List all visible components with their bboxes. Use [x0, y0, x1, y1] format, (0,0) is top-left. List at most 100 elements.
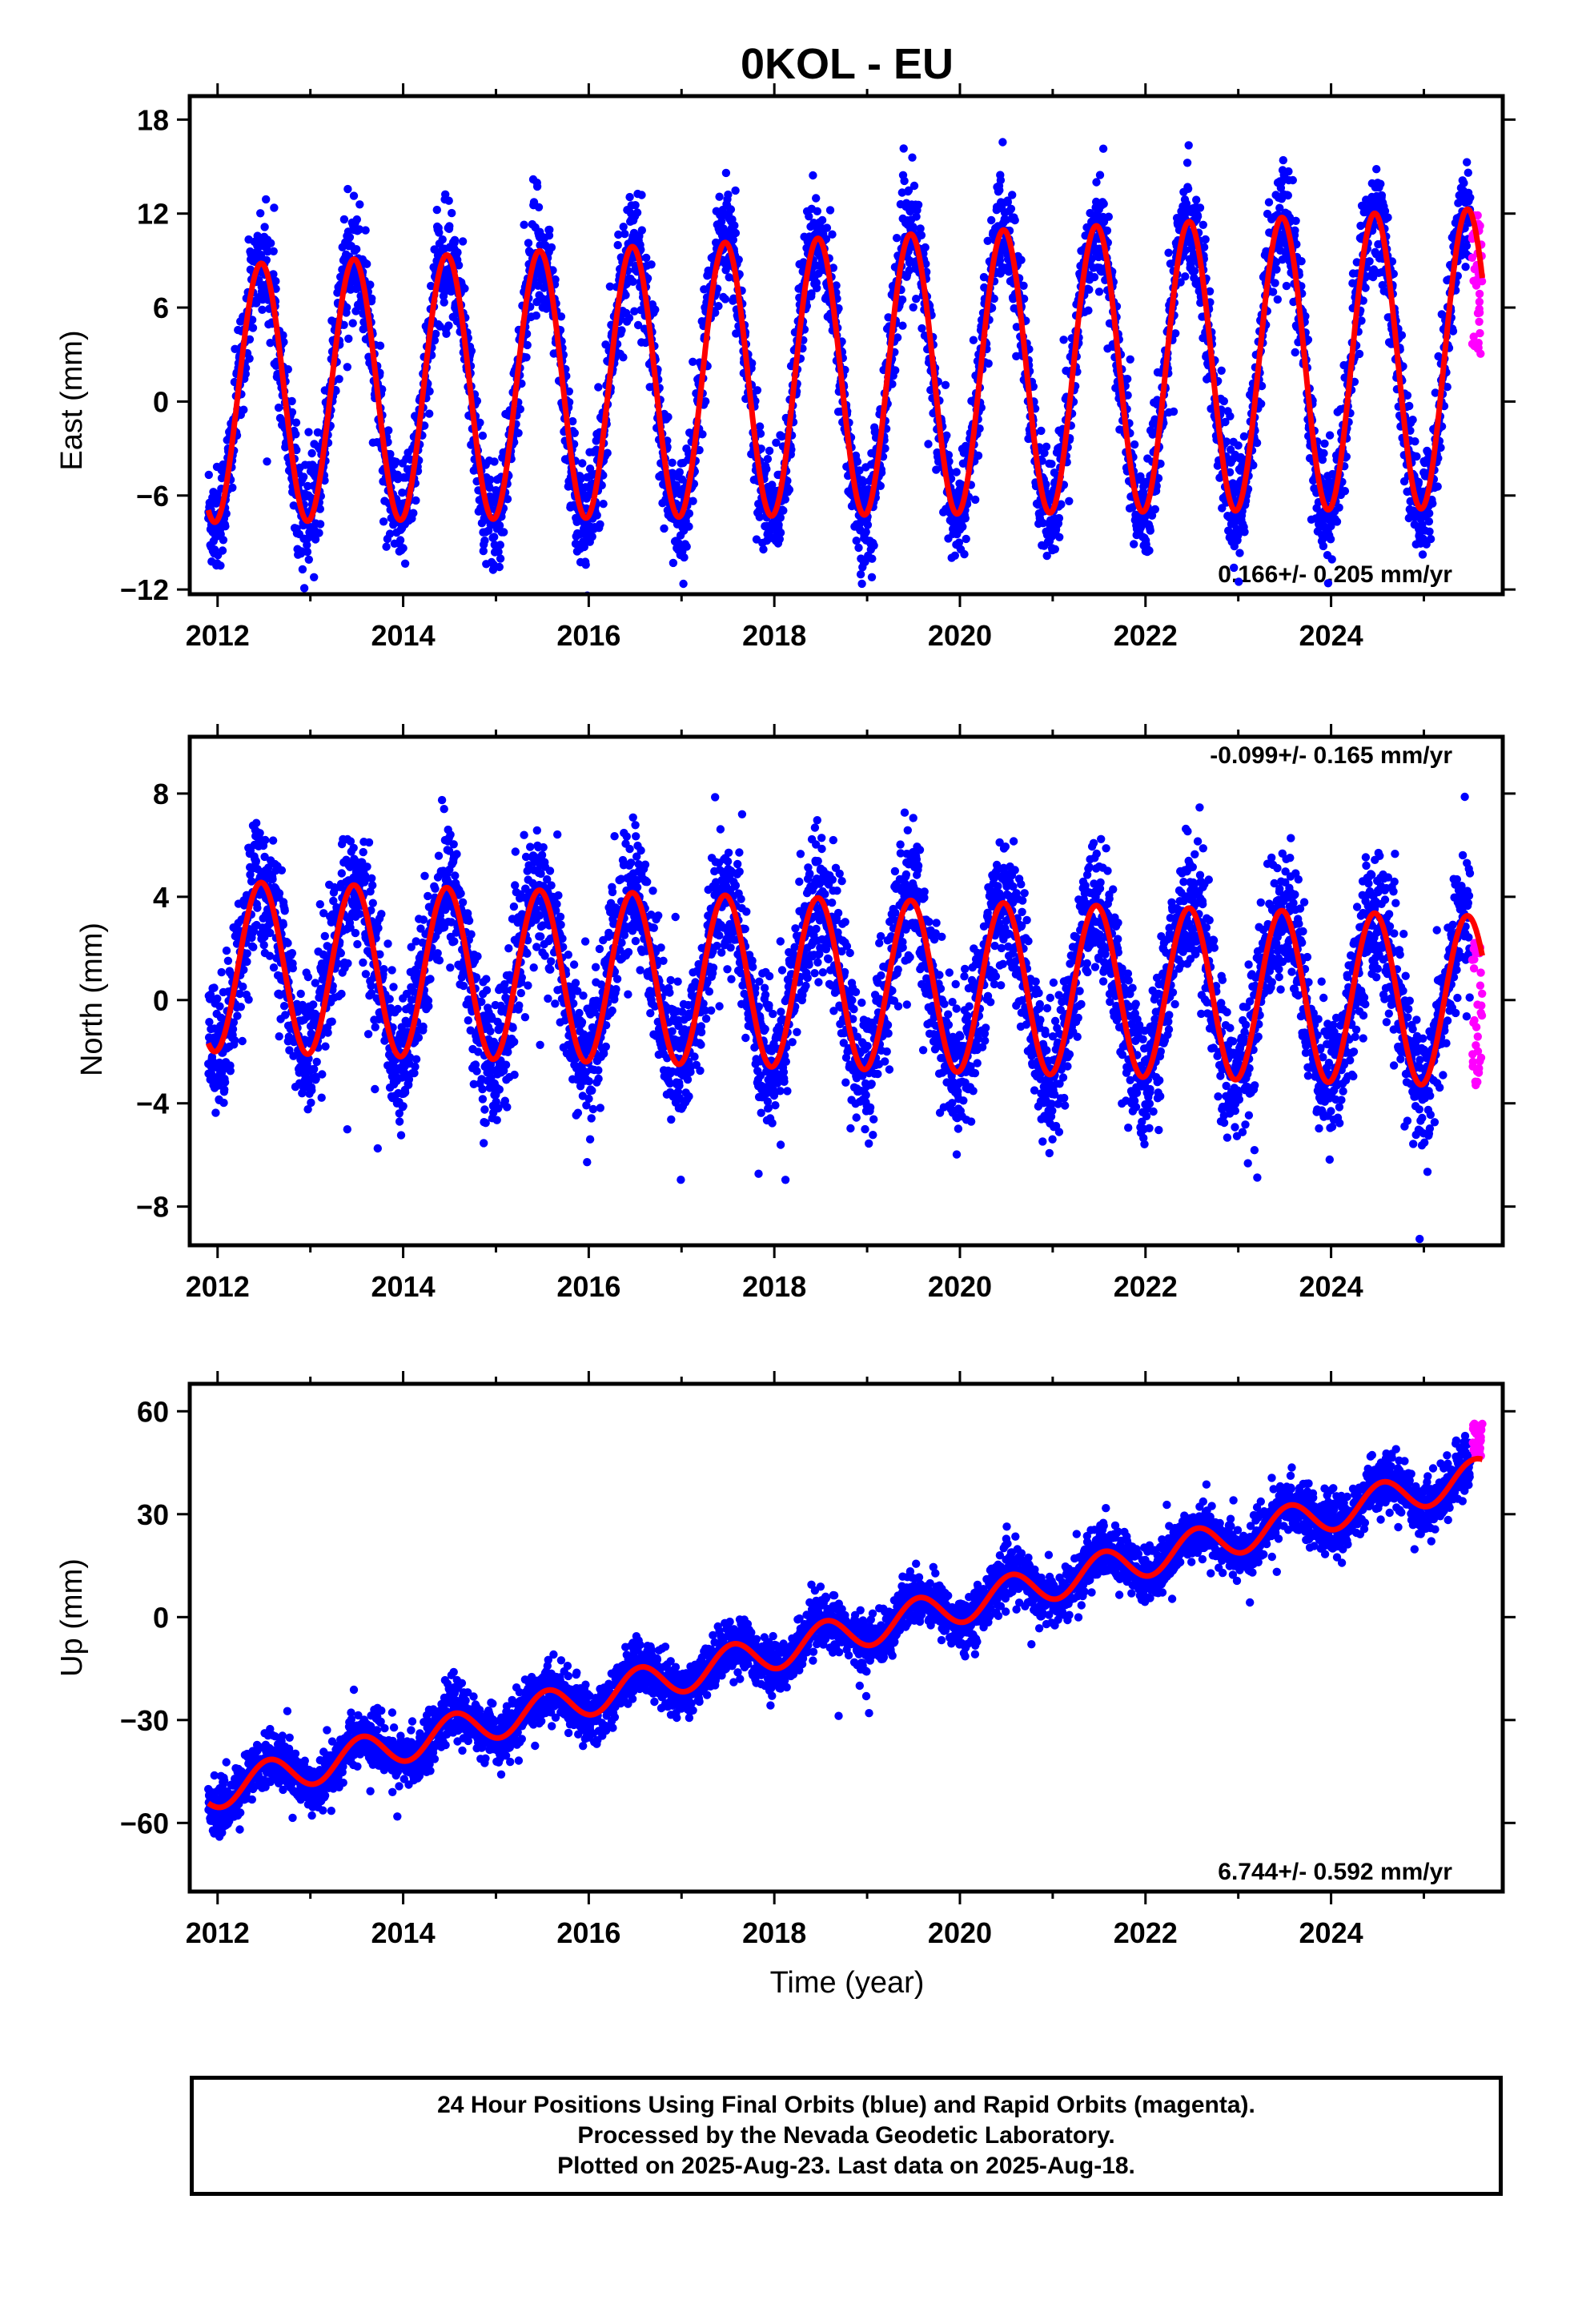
east-final-point: [601, 340, 610, 349]
east-final-point: [485, 483, 494, 493]
east-final-point: [1095, 171, 1105, 179]
east-final-point: [776, 513, 785, 522]
east-final-point: [756, 429, 765, 438]
east-final-point: [458, 237, 468, 246]
east-final-point: [755, 422, 765, 431]
east-final-point: [1268, 287, 1278, 296]
east-final-point: [1319, 448, 1328, 458]
east-final-point: [1169, 407, 1178, 416]
east-final-point: [335, 375, 343, 384]
east-final-point: [516, 404, 524, 414]
east-final-point: [283, 365, 292, 374]
east-final-point: [721, 168, 731, 178]
east-final-point: [534, 203, 544, 211]
east-final-point: [420, 421, 429, 430]
east-final-point: [1199, 220, 1208, 229]
east-final-point: [248, 324, 258, 332]
east-final-point: [689, 497, 697, 505]
east-final-point: [1323, 579, 1333, 588]
east-final-point: [490, 533, 499, 541]
east-final-point: [812, 194, 821, 203]
east-final-point: [1240, 528, 1249, 537]
east-final-point: [287, 396, 296, 406]
east-final-point: [1019, 281, 1028, 290]
east-final-point: [605, 282, 615, 291]
east-final-point: [1291, 216, 1300, 225]
east-final-point: [219, 536, 228, 545]
east-final-point: [578, 459, 587, 468]
east-final-point: [260, 223, 269, 231]
east-final-point: [247, 316, 257, 324]
east-final-point: [480, 536, 489, 545]
east-final-point: [852, 537, 861, 545]
east-final-point: [1092, 178, 1101, 187]
east-final-point: [1282, 281, 1291, 291]
east-final-point: [348, 319, 357, 328]
east-final-point: [755, 513, 764, 521]
east-final-point: [909, 223, 917, 231]
east-final-point: [1252, 438, 1262, 448]
east-final-point: [1050, 545, 1060, 553]
east-final-point: [854, 543, 863, 553]
east-final-point: [580, 542, 588, 552]
east-final-point: [315, 529, 323, 537]
east-final-point: [303, 547, 312, 557]
east-final-point: [430, 336, 440, 345]
east-final-point: [1047, 460, 1056, 468]
east-final-point: [1466, 193, 1475, 202]
east-final-point: [396, 536, 405, 545]
east-final-point: [228, 483, 237, 493]
east-final-point: [1418, 550, 1427, 559]
east-final-point: [597, 480, 606, 490]
east-final-point: [1327, 555, 1336, 564]
east-final-point: [1461, 263, 1470, 271]
east-final-point: [292, 445, 301, 455]
east-final-point: [382, 542, 391, 551]
east-final-point: [496, 541, 504, 549]
east-final-point: [614, 230, 623, 239]
east-final-point: [613, 240, 622, 250]
east-final-point: [856, 570, 865, 579]
east-final-point: [339, 320, 348, 329]
east-final-point: [908, 153, 917, 162]
east-final-point: [361, 226, 370, 235]
east-final-point: [1235, 577, 1243, 586]
east-final-point: [291, 418, 301, 427]
east-final-point: [400, 559, 410, 568]
east-final-point: [440, 298, 448, 307]
east-final-point: [490, 457, 499, 466]
east-final-point: [1010, 215, 1019, 225]
east-final-point: [221, 522, 230, 531]
east-final-point: [564, 387, 573, 396]
east-final-point: [1059, 336, 1068, 344]
east-final-point: [291, 430, 300, 439]
east-final-point: [298, 565, 307, 574]
east-rapid-point: [1474, 344, 1483, 352]
east-final-point: [379, 517, 388, 526]
east-final-point: [917, 324, 926, 333]
east-final-point: [637, 226, 646, 235]
east-final-point: [441, 190, 450, 199]
figure-title: 0KOL - EU: [741, 40, 954, 88]
east-final-point: [633, 320, 643, 330]
east-final-point: [500, 528, 508, 537]
east-final-point: [698, 430, 707, 439]
east-final-point: [585, 464, 595, 473]
east-final-point: [1424, 517, 1434, 526]
east-final-point: [630, 307, 639, 316]
east-final-point: [960, 549, 969, 559]
east-final-point: [731, 228, 741, 238]
east-final-point: [432, 329, 440, 339]
east-final-point: [759, 545, 768, 554]
east-final-point: [454, 261, 464, 270]
east-final-point: [366, 280, 375, 289]
east-final-point: [367, 294, 376, 303]
east-final-point: [1464, 168, 1473, 177]
east-final-point: [853, 457, 862, 466]
east-final-point: [532, 311, 540, 320]
east-final-point: [1102, 226, 1112, 235]
east-final-point: [1279, 155, 1288, 165]
east-final-point: [868, 554, 877, 563]
east-final-point: [628, 277, 637, 286]
east-final-point: [444, 321, 453, 330]
